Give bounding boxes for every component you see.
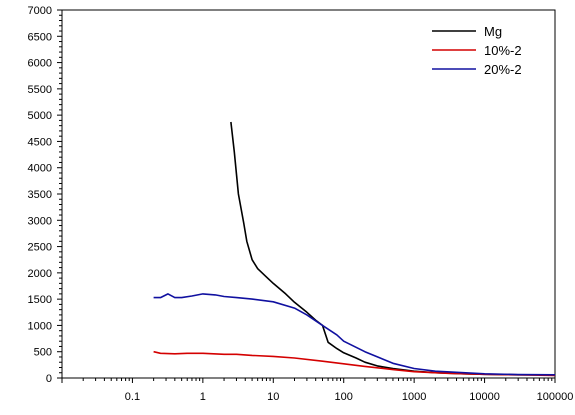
axes-layer: 0 500 1000 1500 2000 2500 3000 3500 4000 4500 5000…	[28, 5, 574, 403]
series-line-3	[153, 293, 556, 376]
y-tick-label: 4000	[28, 163, 52, 175]
legend: Mg 10%-2 20%-2	[432, 24, 522, 77]
y-tick-label: 5000	[28, 110, 52, 122]
plot-area	[61, 9, 556, 379]
x-tick-label: 100000	[537, 391, 574, 403]
x-tick-label: 10000	[469, 391, 500, 403]
x-tick-label: 0.1	[125, 391, 140, 403]
x-tick-label: 1	[200, 391, 206, 403]
y-tick-label: 1000	[28, 320, 52, 332]
x-tick-label: 10	[267, 391, 279, 403]
y-tick-label: 3500	[28, 189, 52, 201]
y-tick-label: 1500	[28, 294, 52, 306]
y-tick-label: 7000	[28, 5, 52, 17]
y-tick-label: 3000	[28, 215, 52, 227]
y-tick-label: 4500	[28, 136, 52, 148]
plot-frame	[61, 9, 556, 379]
y-tick-label: 2500	[28, 242, 52, 254]
y-tick-label: 5500	[28, 84, 52, 96]
legend-label-2: 10%-2	[484, 43, 522, 58]
series-layer	[153, 121, 556, 377]
x-tick-label: 100	[335, 391, 353, 403]
series-line-2	[153, 350, 556, 377]
legend-label-3: 20%-2	[484, 62, 522, 77]
x-tick-label: 1000	[402, 391, 426, 403]
legend-label-1: Mg	[484, 24, 502, 39]
y-tick-label: 500	[34, 347, 52, 359]
y-tick-label: 6000	[28, 58, 52, 70]
y-tick-label: 2000	[28, 268, 52, 280]
y-tick-label: 0	[46, 373, 52, 385]
y-tick-label: 6500	[28, 31, 52, 43]
